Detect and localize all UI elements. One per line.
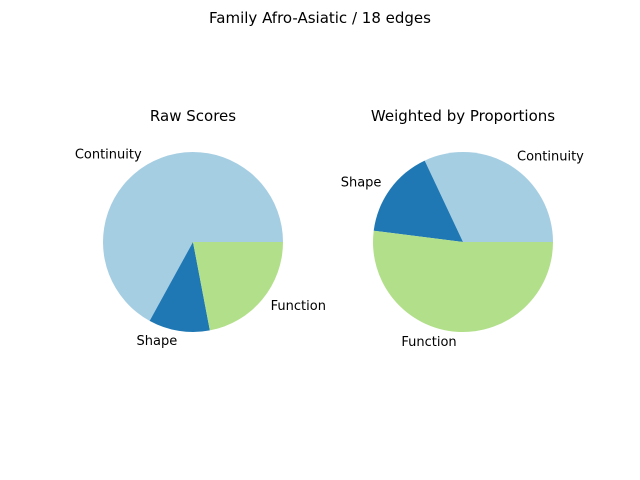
- pie-slice-weighted-continuity: [424, 152, 553, 242]
- pie-label-weighted-continuity: Continuity: [517, 149, 584, 164]
- pie-title-raw-scores: Raw Scores: [150, 107, 236, 125]
- pie-title-weighted: Weighted by Proportions: [371, 107, 555, 125]
- pie-label-raw-function: Function: [271, 299, 326, 314]
- pie-label-weighted-shape: Shape: [341, 175, 382, 190]
- pie-slice-raw-shape: [149, 242, 210, 333]
- pie-chart-weighted: Weighted by Proportions Continuity Shape F…: [341, 107, 584, 350]
- pie-chart-raw-scores: Raw Scores Continuity Shape Function: [75, 107, 326, 349]
- pie-slice-raw-function: [193, 242, 283, 331]
- pie-slice-weighted-shape: [373, 160, 463, 242]
- pie-label-raw-continuity: Continuity: [75, 148, 142, 163]
- pie-slice-raw-continuity: [103, 152, 284, 321]
- pie-slice-weighted-function: [373, 230, 553, 333]
- pie-label-weighted-function: Function: [401, 335, 456, 350]
- pie-label-raw-shape: Shape: [137, 334, 178, 349]
- figure-title: Family Afro-Asiatic / 18 edges: [209, 9, 431, 27]
